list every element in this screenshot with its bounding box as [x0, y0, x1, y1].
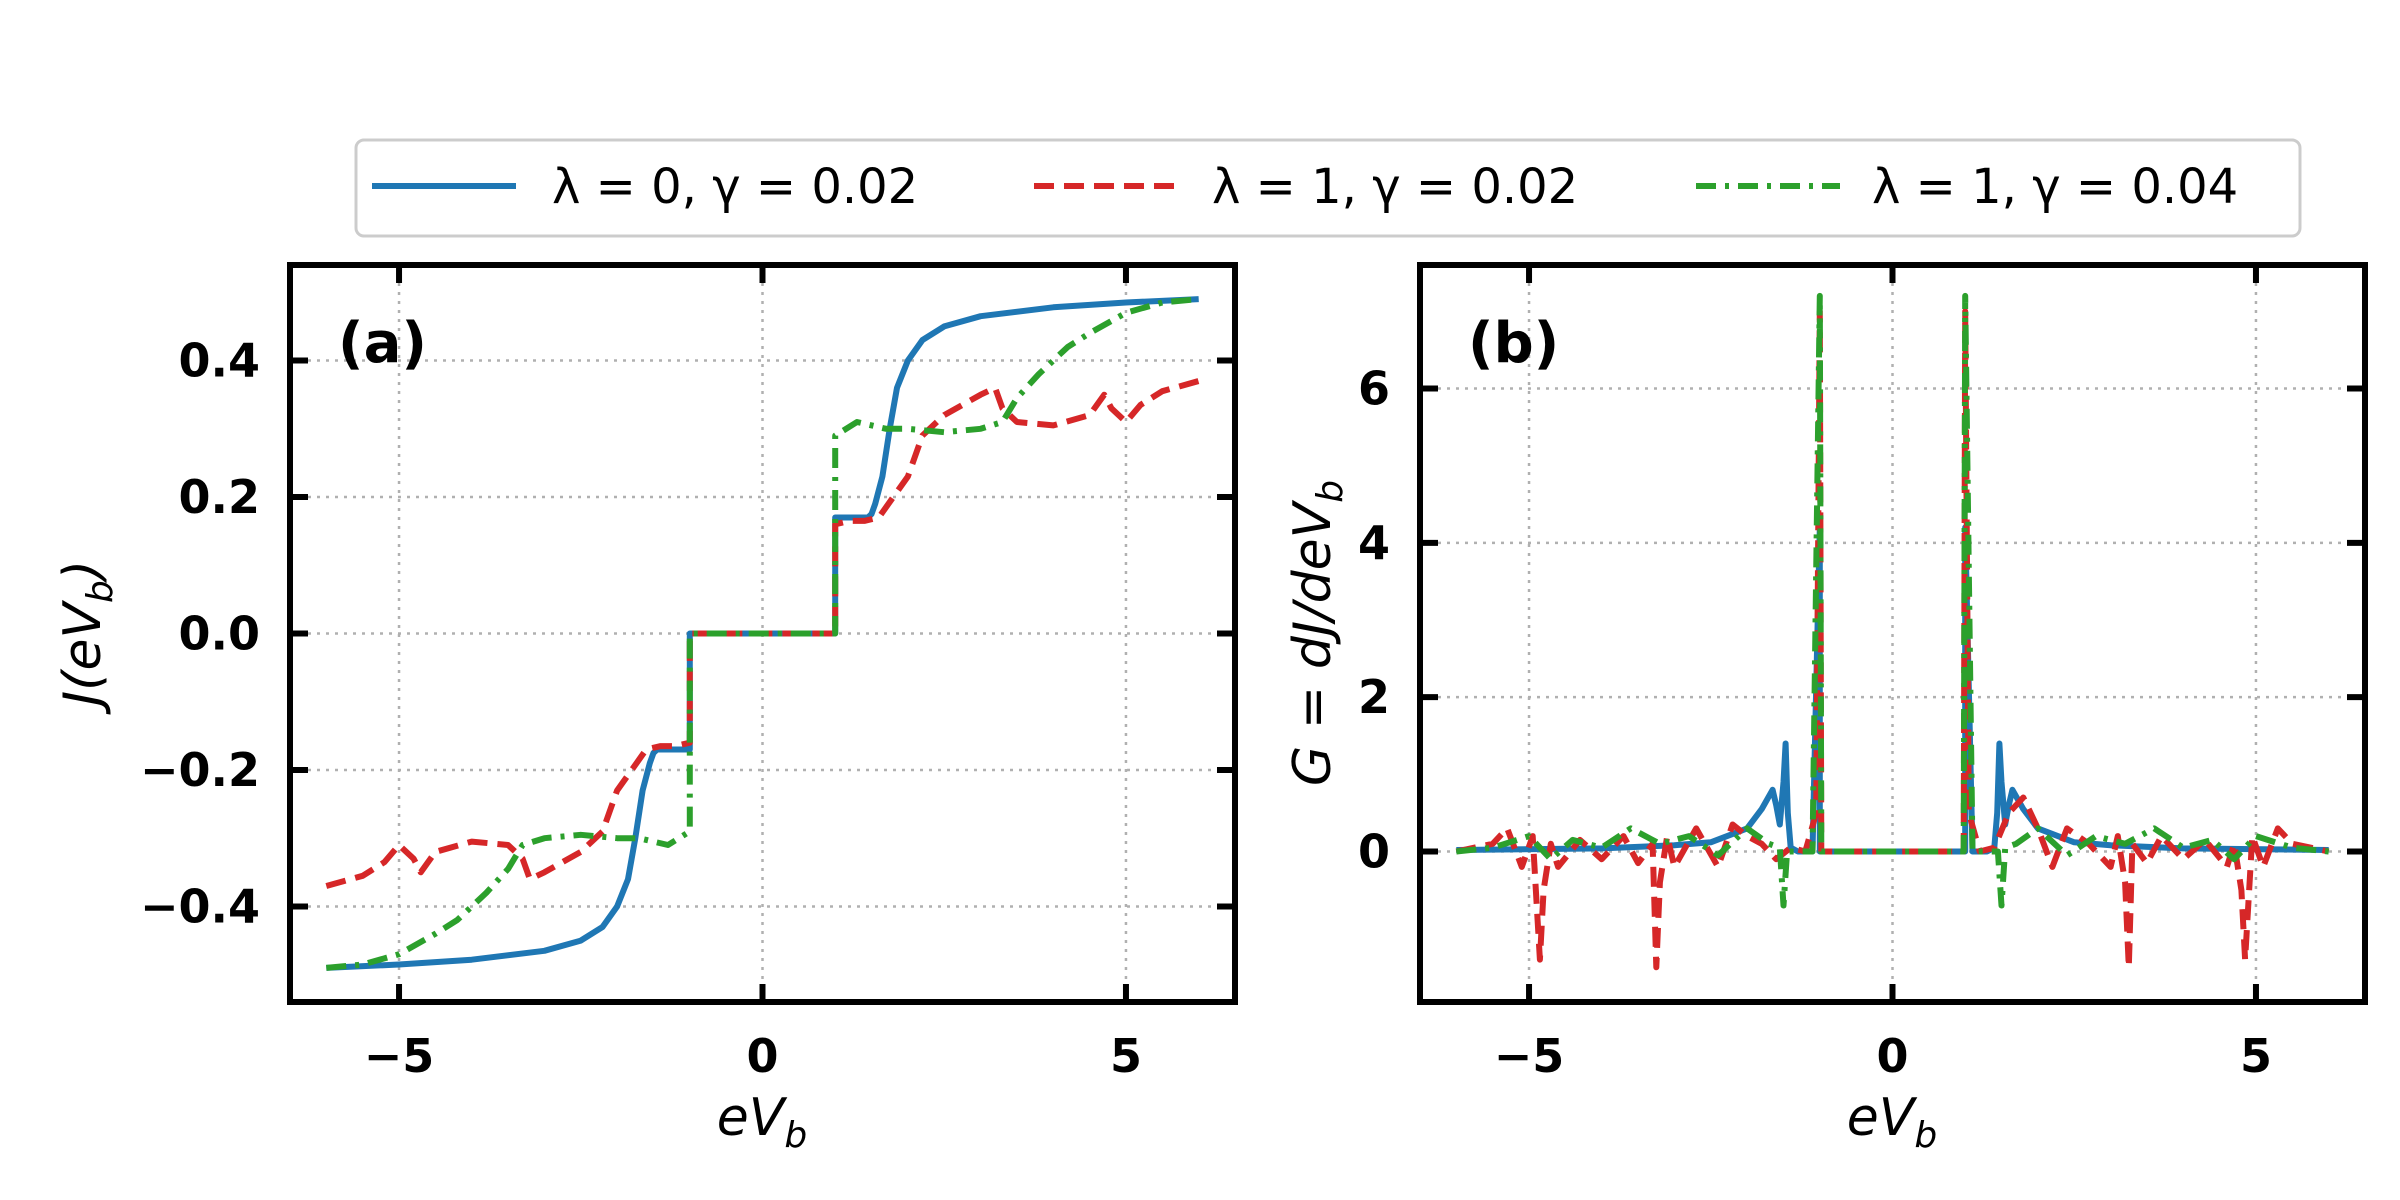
y-tick-label: −0.4: [140, 879, 260, 933]
y-tick-label: 6: [1358, 361, 1390, 415]
panel-b-ylabel: G = dJ/deVb: [1283, 480, 1351, 786]
x-tick-label: 5: [1110, 1029, 1142, 1083]
panel-a-label: (a): [338, 311, 427, 376]
panel-a: −5 0 5 −0.4 −0.2 0.0 0.2 0.4 (a) eVb J(eVb): [53, 262, 1238, 1156]
panel-a-ticks: −5 0 5 −0.4 −0.2 0.0 0.2 0.4: [140, 265, 1235, 1083]
x-tick-label: −5: [364, 1029, 435, 1083]
panel-b-series: [1455, 292, 2330, 971]
x-tick-label: 0: [1876, 1029, 1908, 1083]
panel-b-label: (b): [1468, 311, 1559, 376]
y-tick-label: 0: [1358, 825, 1390, 879]
legend: λ = 0, γ = 0.02 λ = 1, γ = 0.02 λ = 1, γ…: [354, 138, 2302, 238]
panel-b: −5 0 5 0 2 4 6 (b) eVb G = dJ/deVb: [1283, 262, 2368, 1156]
panel-b-ticks: −5 0 5 0 2 4 6: [1358, 265, 2365, 1083]
series-line-2: [1455, 308, 2330, 971]
y-tick-label: 0.0: [179, 607, 261, 661]
x-tick-label: 0: [746, 1029, 778, 1083]
series-line-3: [1455, 292, 2330, 909]
panel-b-grid: [1420, 265, 2365, 1002]
legend-frame: [354, 138, 2302, 238]
x-tick-label: −5: [1494, 1029, 1565, 1083]
series-line-3: [326, 296, 1199, 971]
panel-b-xlabel: eVb: [1847, 1088, 1937, 1156]
y-tick-label: 0.2: [179, 470, 261, 524]
panel-a-xlabel: eVb: [717, 1088, 807, 1156]
legend-label-series-3: λ = 1, γ = 0.04: [1872, 159, 2238, 215]
x-tick-label: 5: [2240, 1029, 2272, 1083]
panel-a-series: [325, 296, 1200, 971]
y-tick-label: 2: [1358, 670, 1390, 724]
y-tick-label: −0.2: [140, 743, 260, 797]
y-tick-label: 0.4: [179, 334, 261, 388]
legend-label-series-2: λ = 1, γ = 0.02: [1212, 159, 1578, 215]
panel-a-grid: [290, 265, 1235, 1002]
legend-label-series-1: λ = 0, γ = 0.02: [552, 159, 918, 215]
panel-a-ylabel: J(eVb): [53, 560, 121, 715]
y-tick-label: 4: [1358, 516, 1390, 570]
